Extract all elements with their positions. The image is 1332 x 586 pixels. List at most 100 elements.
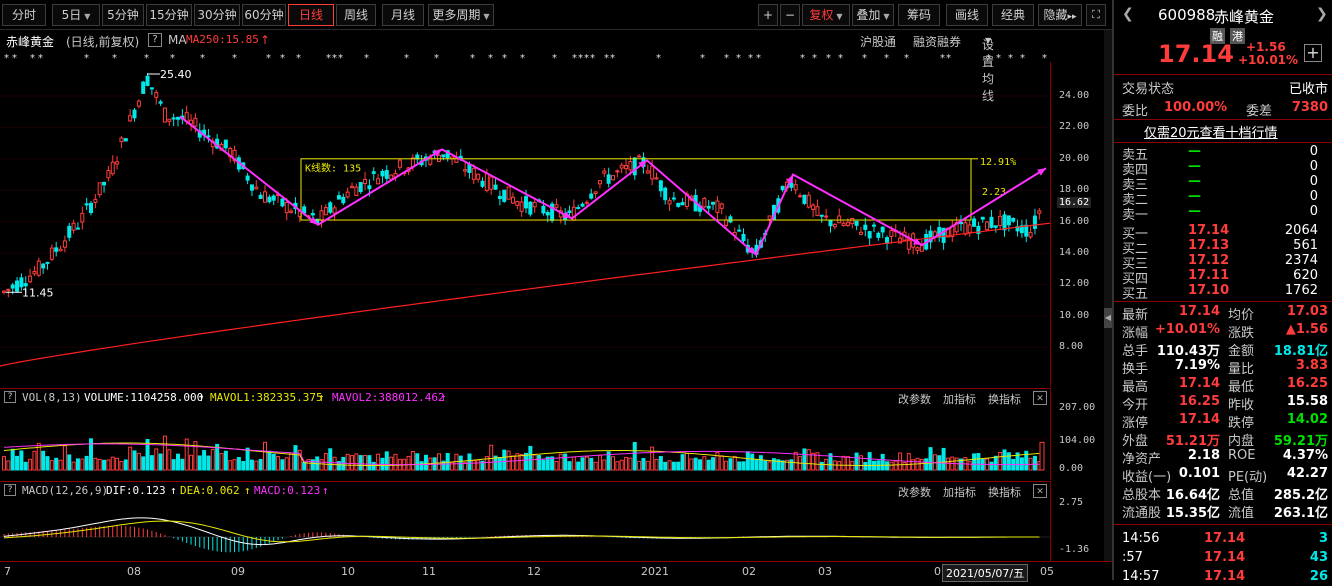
- macd-chart[interactable]: [0, 499, 1050, 561]
- candle-body: [702, 197, 707, 208]
- zoom-out-button[interactable]: −: [780, 4, 800, 26]
- switch-indicator-link[interactable]: 换指标: [988, 486, 1021, 499]
- volume-bar: [576, 461, 581, 471]
- macd-y-axis: 2.75 -1.36: [1050, 481, 1110, 561]
- x-tick-label: 7: [4, 565, 11, 578]
- vol-title: VOL(8,13): [22, 391, 82, 404]
- candle-body: [680, 202, 685, 206]
- buy-level: 买二 17.13 561: [1122, 238, 1328, 257]
- status-label: 交易状态: [1122, 82, 1175, 97]
- period-5min-button[interactable]: 5分钟: [102, 4, 144, 26]
- volume-bar: [867, 452, 872, 471]
- volume-bar: [36, 442, 41, 471]
- volume-bar: [284, 457, 289, 471]
- trend-arrowhead: [786, 174, 793, 184]
- volume-bar: [893, 460, 898, 471]
- volume-bar: [584, 456, 589, 471]
- candle-body: [54, 247, 59, 252]
- tick-time: :57: [1122, 550, 1143, 565]
- period-weekly-button[interactable]: 周线: [336, 4, 376, 26]
- event-star-icon: *: [996, 53, 1001, 62]
- volume-bar: [115, 457, 120, 471]
- period-intraday-button[interactable]: 分时: [2, 4, 46, 26]
- arrow-up-icon: ↑: [322, 484, 329, 497]
- volume-bar: [463, 461, 468, 471]
- collapse-arrow-icon[interactable]: ◀: [1104, 308, 1112, 328]
- candle-body: [993, 225, 998, 228]
- add-indicator-link[interactable]: 加指标: [943, 486, 976, 499]
- hide-button[interactable]: 隐藏▸▸: [1038, 4, 1082, 26]
- period-5day-button[interactable]: 5日 ▼: [52, 4, 100, 26]
- period-60min-button[interactable]: 60分钟: [242, 4, 286, 26]
- switch-indicator-link[interactable]: 换指标: [988, 393, 1021, 406]
- expand-icon[interactable]: ⛶: [1086, 4, 1106, 26]
- help-icon[interactable]: ?: [4, 484, 16, 496]
- help-icon[interactable]: ?: [4, 391, 16, 403]
- y-tick-label: 104.00: [1059, 435, 1096, 446]
- stat-value: 17.03: [1286, 304, 1328, 319]
- volume-bar: [532, 454, 537, 471]
- candle-body: [193, 117, 198, 127]
- help-icon[interactable]: ?: [148, 33, 162, 47]
- restore-rights-button[interactable]: 复权 ▼: [802, 4, 850, 26]
- candle-body: [41, 263, 46, 269]
- volume-bar: [215, 443, 220, 471]
- margin-trading-link[interactable]: 融资融券: [913, 35, 962, 49]
- period-30min-button[interactable]: 30分钟: [194, 4, 240, 26]
- stat-value: 4.37%: [1282, 448, 1328, 463]
- draw-line-button[interactable]: 画线: [946, 4, 988, 26]
- ten-level-upgrade-link[interactable]: 仅需20元查看十档行情: [1144, 126, 1278, 141]
- volume-bar: [62, 445, 67, 471]
- arrow-up-icon: ↑: [244, 484, 251, 497]
- candlestick-chart[interactable]: K线数: 135 12.91% 2.23 25.40 11.45: [0, 62, 1050, 387]
- zoom-in-button[interactable]: +: [758, 4, 778, 26]
- stat-label: 跌停: [1228, 416, 1255, 431]
- volume-bar: [737, 461, 742, 471]
- volume-bar: [624, 456, 629, 471]
- candle-body: [397, 159, 402, 168]
- add-indicator-link[interactable]: 加指标: [943, 393, 976, 406]
- add-watchlist-button[interactable]: +: [1304, 44, 1322, 62]
- hgt-link[interactable]: 沪股通: [860, 35, 897, 49]
- quote-back-icon[interactable]: ❮: [1122, 6, 1134, 22]
- candle-body: [519, 201, 524, 212]
- weicha-value: 7380: [1291, 100, 1328, 115]
- candle-body: [80, 212, 85, 223]
- period-monthly-button[interactable]: 月线: [382, 4, 424, 26]
- stat-label: 总值: [1228, 488, 1255, 503]
- quote-next-icon[interactable]: ❯: [1316, 6, 1328, 22]
- classic-button[interactable]: 经典: [992, 4, 1034, 26]
- buy-level: 买五 17.10 1762: [1122, 283, 1328, 302]
- candle-body: [245, 175, 250, 181]
- volume-bar: [976, 453, 981, 471]
- tick-volume: 26: [1309, 569, 1328, 584]
- volume-bar: [267, 450, 272, 471]
- edit-params-link[interactable]: 改参数: [898, 486, 931, 499]
- level-volume: 0: [1309, 189, 1318, 204]
- event-star-icon: *: [940, 53, 945, 62]
- more-periods-button[interactable]: 更多周期 ▼: [428, 4, 494, 26]
- stat-value: 110.43万: [1156, 344, 1220, 359]
- edit-params-link[interactable]: 改参数: [898, 393, 931, 406]
- event-star-icon: *: [170, 53, 175, 62]
- close-icon[interactable]: ✕: [1033, 484, 1047, 498]
- chips-button[interactable]: 筹码: [898, 4, 940, 26]
- weibi-label: 委比: [1122, 104, 1149, 119]
- volume-bar: [510, 455, 515, 471]
- level-price: —: [1188, 189, 1201, 204]
- volume-bar: [515, 453, 520, 471]
- chart-scrollbar[interactable]: ◀: [1104, 30, 1112, 561]
- level-price: —: [1188, 144, 1201, 159]
- macd-title: MACD(12,26,9): [22, 484, 109, 497]
- close-icon[interactable]: ✕: [1033, 391, 1047, 405]
- volume-bar: [162, 435, 167, 471]
- period-15min-button[interactable]: 15分钟: [146, 4, 192, 26]
- volume-bar: [611, 456, 615, 471]
- volume-bar: [641, 458, 646, 471]
- period-daily-button[interactable]: 日线: [288, 4, 334, 26]
- candle-body: [10, 284, 15, 289]
- overlay-button[interactable]: 叠加 ▼: [852, 4, 894, 26]
- candle-body: [71, 222, 76, 231]
- volume-chart[interactable]: [0, 406, 1050, 480]
- volume-bar: [972, 453, 977, 471]
